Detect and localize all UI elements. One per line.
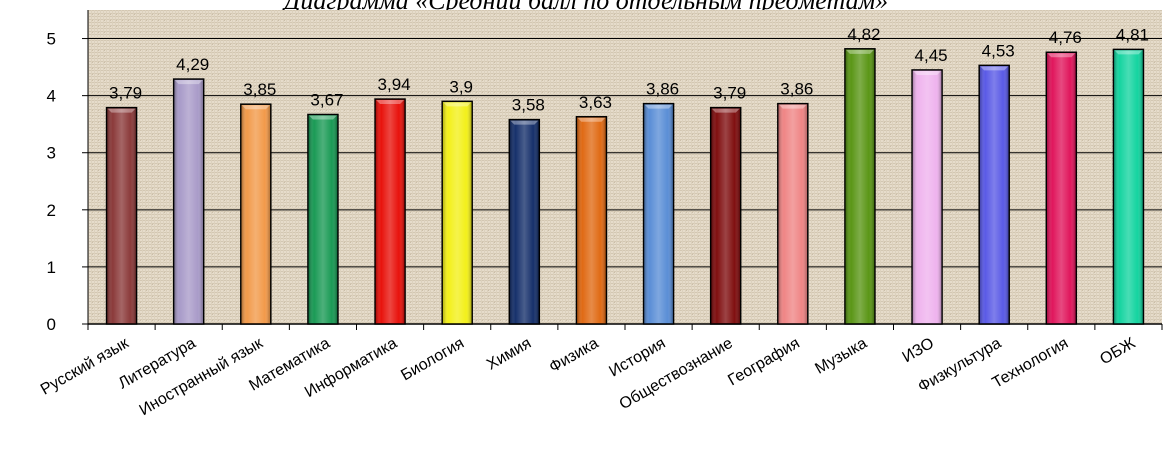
- data-label: 3,86: [646, 80, 679, 99]
- y-tick-label: 2: [47, 201, 56, 220]
- data-label: 3,79: [109, 84, 142, 103]
- bar-shading: [980, 66, 1009, 324]
- bar-bevel: [1114, 50, 1143, 55]
- bar-bevel: [107, 108, 136, 113]
- category-label: ОБЖ: [1097, 335, 1138, 369]
- data-label: 3,79: [713, 84, 746, 103]
- bar-bevel: [1047, 53, 1076, 58]
- bar-bevel: [174, 80, 203, 85]
- category-label: Биология: [398, 335, 467, 385]
- category-label: Музыка: [812, 335, 870, 378]
- bar-shading: [711, 108, 740, 323]
- data-label: 4,53: [982, 41, 1015, 60]
- bar-shading: [241, 105, 270, 323]
- bars: [105, 48, 1145, 325]
- data-label: 4,82: [847, 25, 880, 44]
- bar-shading: [845, 49, 874, 324]
- data-label: 4,45: [915, 46, 948, 65]
- category-label: Технология: [989, 335, 1071, 392]
- y-tick-label: 0: [47, 315, 56, 334]
- category-label: Обществознание: [617, 335, 736, 414]
- bar-shading: [1047, 53, 1076, 323]
- bar-bevel: [980, 66, 1009, 71]
- y-tick-label: 3: [47, 144, 56, 163]
- data-label: 3,63: [579, 93, 612, 112]
- bar-bevel: [577, 117, 606, 122]
- data-label: 4,76: [1049, 28, 1082, 47]
- bar-bevel: [913, 70, 942, 75]
- data-label: 3,58: [512, 96, 545, 115]
- data-label: 4,81: [1116, 25, 1149, 44]
- bar-shading: [308, 115, 337, 323]
- bar-shading: [443, 102, 472, 323]
- bar-bevel: [711, 108, 740, 113]
- bar-shading: [174, 80, 203, 323]
- bar-bevel: [510, 120, 539, 125]
- bar-bevel: [308, 115, 337, 120]
- bar-bevel: [845, 49, 874, 54]
- data-label: 3,85: [243, 80, 276, 99]
- category-label: Русский язык: [38, 334, 133, 398]
- bar-bevel: [376, 100, 405, 105]
- y-tick-label: 1: [47, 258, 56, 277]
- data-labels: 3,79 4,29 3,85 3,67 3,94 3,9 3,58 3,63 3,86 3,79 3…: [109, 25, 1149, 115]
- bar-shading: [778, 104, 807, 323]
- bar-shading: [107, 108, 136, 323]
- category-label: Химия: [484, 335, 534, 374]
- category-label: ИЗО: [900, 335, 937, 366]
- data-label: 3,9: [449, 77, 473, 96]
- y-tick-label: 4: [47, 87, 56, 106]
- data-label: 3,86: [780, 80, 813, 99]
- bar-bevel: [644, 104, 673, 109]
- bar-shading: [510, 120, 539, 323]
- data-label: 3,94: [378, 75, 411, 94]
- bar-shading: [577, 117, 606, 323]
- data-label: 3,67: [310, 90, 343, 109]
- category-label: Иностранный язык: [137, 334, 267, 419]
- bar-bevel: [778, 104, 807, 109]
- bar-shading: [376, 100, 405, 323]
- y-tick-label: 5: [47, 30, 56, 49]
- bar-bevel: [443, 102, 472, 107]
- data-label: 4,29: [176, 55, 209, 74]
- bar-shading: [913, 70, 942, 323]
- bar-shading: [644, 104, 673, 323]
- bar-shading: [1114, 50, 1143, 323]
- bar-bevel: [241, 105, 270, 110]
- category-label: География: [725, 335, 803, 390]
- category-label: Физика: [546, 335, 601, 377]
